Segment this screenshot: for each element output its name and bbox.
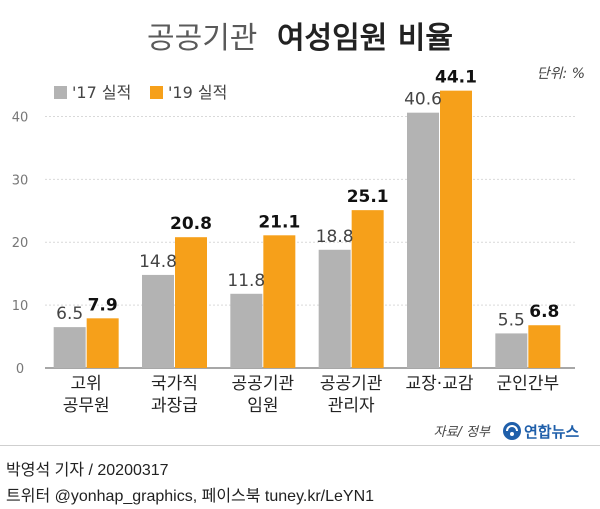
legend: '17 실적 '19 실적: [54, 83, 227, 102]
title-bold: 여성임원 비율: [277, 21, 453, 56]
bar-2017-3: [318, 249, 351, 368]
legend-swatch-2017: [54, 86, 67, 99]
bar-2019-0: [86, 318, 119, 368]
y-tick-label: 40: [12, 110, 29, 125]
bar-2019-3: [351, 210, 384, 368]
y-tick-label: 0: [16, 362, 24, 377]
byline: 박영석 기자 / 20200317: [6, 462, 169, 479]
bar-2017-1: [142, 274, 174, 368]
bar-2019-5: [528, 325, 561, 368]
chart-title: 공공기관 여성임원 비율: [147, 21, 453, 56]
bar-2017-0: [53, 327, 86, 368]
value-label-2017-4: 40.6: [404, 90, 442, 110]
value-label-2017-1: 14.8: [139, 252, 177, 272]
category-label-4-0: 교장·교감: [406, 374, 474, 394]
category-label-5-0: 군인간부: [497, 374, 560, 394]
value-label-2017-3: 18.8: [316, 227, 354, 247]
bar-2019-2: [263, 235, 296, 368]
value-label-2019-3: 25.1: [347, 187, 389, 207]
label-layer: 6.5 7.9고위공무원14.820.8국가직과장급11.821.1공공기관임원1…: [56, 68, 559, 416]
grid-layer: 0 10 20 30 40: [12, 110, 575, 377]
legend-label-2017: '17 실적: [72, 83, 131, 102]
category-label-3-0: 공공기관: [320, 374, 383, 394]
footer: 박영석 기자 / 20200317 트위터 @yonhap_graphics, …: [0, 445, 600, 509]
bar-2017-4: [407, 112, 439, 368]
y-tick-label: 10: [12, 299, 29, 314]
legend-swatch-2019: [150, 86, 163, 99]
category-label-2-0: 공공기관: [232, 374, 295, 394]
bar-2019-1: [175, 237, 207, 368]
bar-2017-5: [495, 333, 528, 368]
title-light: 공공기관: [147, 21, 257, 56]
bar-2019-4: [440, 90, 472, 368]
logo-text: 연합뉴스: [524, 423, 579, 441]
value-label-2017-0: 6.5: [56, 304, 83, 324]
value-label-2019-2: 21.1: [258, 212, 300, 232]
bar-layer: [53, 90, 561, 368]
yonhap-logo: 연합뉴스: [503, 422, 579, 441]
unit-label: 단위: %: [537, 66, 585, 82]
yonhap-logo-icon: [503, 422, 521, 440]
category-label-1-1: 과장급: [151, 396, 198, 416]
y-tick-label: 20: [12, 236, 29, 251]
value-label-2019-1: 20.8: [170, 214, 212, 234]
value-label-2019-4: 44.1: [435, 68, 477, 88]
source-label: 자료/ 정부: [434, 425, 491, 440]
category-label-2-1: 임원: [247, 396, 278, 416]
value-label-2019-5: 6.8: [529, 302, 559, 322]
chart-svg: 공공기관 여성임원 비율 '17 실적 '19 실적 단위: % 0 10 20 30…: [12, 21, 585, 441]
social-links: 트위터 @yonhap_graphics, 페이스북 tuney.kr/LeYN…: [6, 488, 375, 505]
value-label-2019-0: 7.9: [88, 295, 118, 315]
category-label-0-0: 고위: [71, 374, 102, 394]
value-label-2017-5: 5.5: [498, 310, 525, 330]
legend-label-2019: '19 실적: [168, 83, 227, 102]
category-label-0-1: 공무원: [63, 396, 110, 416]
category-label-3-1: 관리자: [328, 396, 375, 416]
value-label-2017-2: 11.8: [227, 271, 265, 291]
bar-2017-2: [230, 293, 263, 368]
y-tick-label: 30: [12, 173, 29, 188]
category-label-1-0: 국가직: [151, 374, 198, 394]
